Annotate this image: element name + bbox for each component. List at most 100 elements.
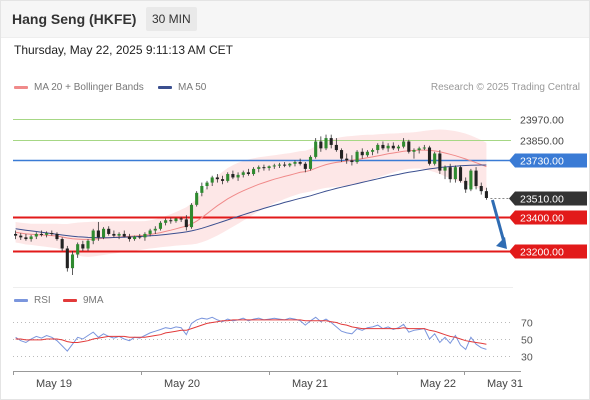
instrument-title: Hang Seng (HKFE) (12, 11, 137, 27)
timeframe-button[interactable]: 30 MIN (146, 7, 197, 31)
candle-76 (407, 139, 411, 154)
candle-body (277, 164, 282, 166)
candle-50 (272, 163, 276, 169)
candle-body (339, 150, 344, 159)
candle-57 (308, 155, 313, 171)
candle-23 (133, 235, 137, 241)
candle-19 (112, 230, 116, 238)
candle-10 (65, 245, 69, 272)
level-tag-23200.00 (509, 244, 587, 259)
candle-body (45, 233, 49, 235)
candle-body (179, 218, 183, 220)
candle-body (329, 138, 333, 145)
candles (14, 134, 488, 276)
rsi-line (15, 316, 487, 352)
candle-body (314, 141, 318, 157)
candle-body (453, 167, 457, 180)
legend-ma20: MA 20 + Bollinger Bands (14, 82, 144, 93)
level-label-23850.00: 23850.00 (520, 136, 564, 148)
candle-body (283, 164, 287, 166)
level-label-23510.00: 23510.00 (520, 194, 564, 206)
candle-36 (200, 182, 204, 197)
candle-body (433, 153, 437, 164)
candle-body (205, 182, 209, 187)
candle-body (386, 145, 390, 149)
candle-29 (164, 218, 168, 226)
candle-39 (215, 174, 219, 183)
candle-33 (184, 215, 188, 231)
candle-body (427, 147, 432, 164)
level-label-23400.00: 23400.00 (520, 213, 564, 225)
candle-89 (474, 167, 478, 190)
candle-2 (24, 233, 28, 241)
candle-13 (81, 240, 85, 252)
candle-0 (14, 230, 18, 240)
candle-body (200, 186, 204, 193)
time-label-may-20: May 20 (164, 378, 200, 390)
candle-81 (433, 151, 437, 166)
candle-body (122, 233, 126, 237)
candle-68 (365, 150, 369, 157)
level-tag-23730.00 (509, 153, 587, 168)
candle-body (448, 167, 452, 180)
candle-85 (453, 165, 457, 183)
candle-86 (458, 165, 463, 183)
candle-body (324, 138, 328, 149)
candle-22 (127, 233, 131, 242)
candle-32 (179, 216, 183, 222)
candle-body (417, 148, 421, 151)
candle-20 (117, 232, 121, 240)
candle-62 (334, 138, 338, 152)
candle-body (236, 174, 240, 178)
candle-body (396, 146, 401, 149)
rsi-ma-line (15, 319, 487, 345)
candle-body (215, 177, 219, 180)
candle-body (469, 170, 473, 190)
candle-body (272, 165, 276, 167)
legend-ma50-swatch (158, 86, 172, 89)
candle-77 (412, 148, 416, 159)
candle-47 (257, 165, 261, 173)
candle-body (422, 147, 426, 149)
candle-31 (174, 217, 178, 223)
candle-44 (241, 170, 245, 178)
candle-42 (231, 170, 235, 180)
candle-78 (417, 146, 421, 154)
candle-58 (314, 138, 318, 159)
rsi-scale-30: 30 (521, 352, 533, 364)
candle-body (241, 172, 245, 175)
candle-body (117, 233, 121, 236)
candle-5 (39, 230, 44, 237)
time-label-may-31: May 31 (487, 378, 523, 390)
candle-40 (220, 175, 225, 185)
candle-body (293, 162, 297, 164)
candle-80 (427, 145, 432, 166)
candle-88 (469, 168, 473, 192)
candle-71 (381, 141, 385, 151)
candle-body (438, 153, 442, 171)
candle-67 (360, 148, 364, 159)
candle-body (184, 219, 188, 228)
candle-body (262, 167, 266, 169)
candle-35 (195, 191, 199, 207)
candle-body (402, 141, 406, 147)
candle-3 (29, 234, 33, 242)
candle-66 (355, 150, 359, 164)
candle-body (143, 233, 147, 238)
candle-body (19, 235, 23, 238)
candle-46 (252, 167, 256, 176)
candle-body (319, 141, 323, 149)
level-label-23970.00: 23970.00 (520, 115, 564, 127)
candle-12 (76, 242, 80, 258)
candle-body (246, 172, 250, 175)
candle-24 (138, 233, 142, 240)
projection-arrow-head (496, 237, 507, 250)
candle-43 (236, 172, 240, 181)
candle-body (50, 233, 54, 235)
candle-25 (143, 232, 147, 241)
price-levels: 23970.00 23850.00 23730.00 23510.00 23400.00… (13, 115, 587, 259)
bollinger-band (15, 129, 487, 257)
candle-body (474, 170, 478, 187)
candle-body (298, 162, 302, 164)
